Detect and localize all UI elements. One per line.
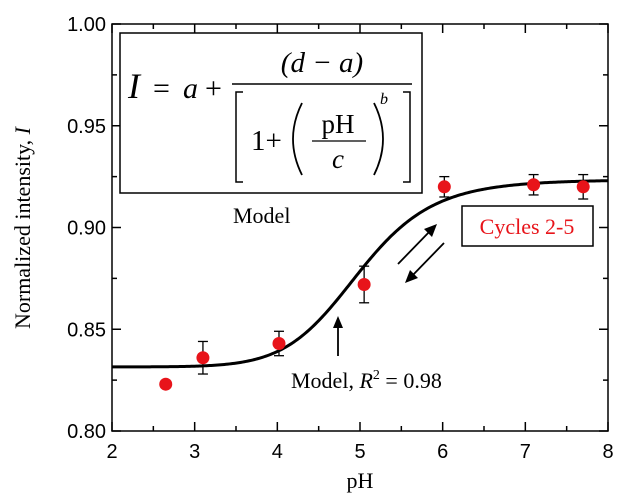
x-tick-label: 8 [602,441,613,463]
x-tick-label: 5 [354,441,365,463]
x-tick-label: 7 [520,441,531,463]
model-label: Model [233,203,290,228]
arrow-up-head [424,224,437,237]
axis-ticks [111,23,609,432]
equation-c: c [332,144,344,174]
left-bracket [235,91,243,183]
data-point [159,377,173,391]
fit-annotation: Model, R2 = 0.98 [291,368,442,393]
equation-numerator: (d − a) [281,47,363,79]
fit-curve [112,179,609,369]
x-tick-label: 3 [189,441,200,463]
arrow-down-line [409,242,445,279]
cycles-label-box [461,205,594,247]
right-bracket [403,91,411,183]
y-tick-label: 0.80 [67,421,106,443]
fit-annotation-prefix: Model, [291,368,359,393]
data-point [437,180,451,194]
equation-exponent-b: b [380,91,388,108]
data-point [527,178,541,192]
equation-a: a [183,72,198,105]
equation-plus: + [205,72,222,105]
y-tick-labels: 0.80 0.85 0.90 0.95 1.00 [67,14,106,443]
y-tick-label: 0.90 [67,218,106,240]
x-tick-labels: 2 3 4 5 6 7 8 [106,441,613,463]
equation-one-plus: 1+ [251,125,282,157]
x-tick-label: 4 [272,441,283,463]
equation-lhs: I [127,66,142,106]
fit-arrow-head [333,316,343,328]
y-tick-label: 1.00 [67,14,106,36]
fit-annotation-var: R [358,368,373,393]
cycles-label: Cycles 2-5 [480,214,575,239]
data-point [272,336,286,350]
right-paren [373,102,384,176]
y-tick-label: 0.95 [67,116,106,138]
fit-annotation-exp: 2 [373,368,380,383]
equation: I = a + (d − a) 1+ pH c b [127,47,412,183]
data-point [357,277,371,291]
cycle-arrows [397,224,445,283]
y-axis-label-var: I [10,125,35,135]
x-tick-label: 2 [106,441,117,463]
y-axis-label-text: Normalized intensity, [10,134,35,329]
data-point [196,351,210,365]
left-paren [292,102,303,176]
y-axis-label: Normalized intensity, I [10,125,35,329]
data-points [159,173,590,391]
arrow-down-head [405,270,418,283]
arrow-up-line [397,228,433,265]
x-axis-label: pH [347,468,374,493]
y-tick-label: 0.85 [67,319,106,341]
x-tick-label: 6 [437,441,448,463]
fit-annotation-value: = 0.98 [380,368,442,393]
equation-equals: = [153,72,170,105]
equation-ph: pH [322,109,355,139]
equation-box [119,32,423,194]
data-point [576,180,590,194]
